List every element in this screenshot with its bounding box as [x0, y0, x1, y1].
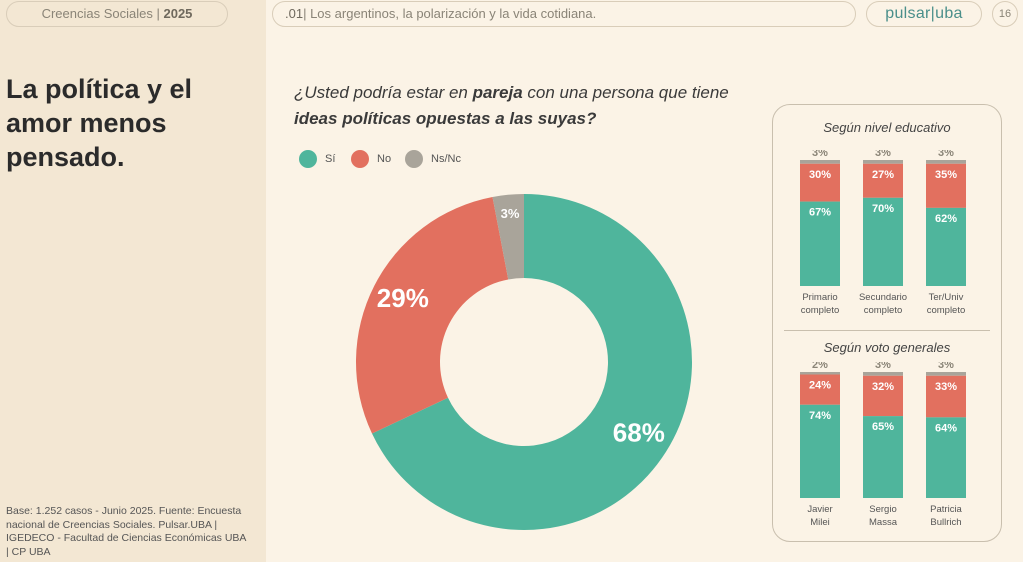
education-category-label: completo	[801, 305, 840, 316]
education-bar-nsnc	[926, 160, 966, 164]
vote-category-label: Javier	[807, 504, 832, 515]
legend-swatch-si	[299, 150, 317, 168]
question-part-1: ¿Usted podría estar en	[294, 83, 473, 102]
vote-bar-nsnc	[926, 372, 966, 376]
page-number: 16	[992, 1, 1018, 27]
vote-category-label: Bullrich	[930, 517, 961, 528]
vote-bar-no	[863, 375, 903, 417]
education-value-nsnc: 3%	[875, 150, 891, 159]
vote-chart-title: Según voto generales	[823, 340, 951, 355]
education-bar-si	[863, 197, 903, 286]
donut-label-nsnc: 3%	[501, 206, 520, 221]
vote-category-label: Sergio	[869, 504, 896, 515]
legend-swatch-nsnc	[405, 150, 423, 168]
section-number: .01	[285, 6, 304, 21]
education-category-label: Secundario	[859, 292, 907, 303]
education-bar-nsnc	[800, 160, 840, 164]
vote-value-no: 33%	[935, 381, 957, 393]
left-panel	[0, 0, 266, 562]
card-divider	[784, 330, 990, 331]
education-bar-no	[926, 163, 966, 208]
education-chart-title: Según nivel educativo	[823, 120, 951, 135]
question-bold-2: ideas políticas opuestas a las suyas?	[294, 109, 597, 128]
vote-bar-no	[800, 374, 840, 405]
education-value-no: 30%	[809, 169, 831, 181]
section-breadcrumb: .01| Los argentinos, la polarización y l…	[272, 1, 856, 27]
page-title: La política y el amor menos pensado.	[6, 74, 193, 172]
section-title: Los argentinos, la polarización y la vid…	[310, 6, 597, 21]
vote-value-nsnc: 3%	[875, 362, 891, 371]
vote-bar-si	[863, 416, 903, 498]
education-value-no: 35%	[935, 169, 957, 181]
donut-chart: 68% 29% 3%	[356, 194, 692, 530]
donut-slice-nsnc	[492, 194, 524, 280]
vote-bar-no	[926, 375, 966, 418]
education-category-label: completo	[864, 305, 903, 316]
education-stacked-bars: 3% 30% 67% Primario completo 3% 27% 70% Secundar…	[800, 150, 966, 316]
vote-value-no: 24%	[809, 380, 831, 392]
donut-slice-si	[371, 194, 692, 530]
education-value-no: 27%	[872, 169, 894, 181]
vote-stacked-bars: 2% 24% 74% Javier Milei 3% 32% 65% Sergio Massa 3%…	[800, 362, 966, 528]
vote-value-si: 65%	[872, 421, 894, 433]
vote-value-si: 64%	[935, 422, 957, 434]
vote-value-nsnc: 3%	[938, 362, 954, 371]
education-bar-no	[863, 163, 903, 198]
donut-slice-no	[356, 196, 509, 434]
source-footnote: Base: 1.252 casos - Junio 2025. Fuente: …	[6, 505, 246, 558]
vote-category-label: Massa	[869, 517, 898, 528]
legend-label-nsnc: Ns/Nc	[431, 153, 461, 165]
legend-label-si: Sí	[325, 153, 336, 165]
education-bar-nsnc	[863, 160, 903, 164]
education-value-nsnc: 3%	[938, 150, 954, 159]
pulsar-uba-logo: pulsar|uba	[866, 1, 982, 27]
vote-value-no: 32%	[872, 381, 894, 393]
chart-question: ¿Usted podría estar en pareja con una pe…	[294, 80, 754, 132]
vote-bar-nsnc	[863, 372, 903, 376]
education-value-si: 67%	[809, 207, 831, 219]
question-part-2: con una persona que tiene	[522, 83, 729, 102]
question-bold-1: pareja	[472, 83, 523, 102]
report-year: 2025	[163, 6, 193, 21]
breakdown-card	[772, 104, 1002, 542]
education-category-label: Ter/Univ	[929, 292, 964, 303]
education-category-label: Primario	[802, 292, 837, 303]
vote-category-label: Patricia	[930, 504, 962, 515]
legend-label-no: No	[377, 153, 392, 165]
education-value-nsnc: 3%	[812, 150, 828, 159]
vote-bar-si	[926, 417, 966, 498]
education-category-label: completo	[927, 305, 966, 316]
donut-label-no: 29%	[377, 283, 429, 313]
vote-value-si: 74%	[809, 410, 831, 422]
legend-swatch-no	[351, 150, 369, 168]
education-bar-no	[800, 163, 840, 202]
education-bar-si	[926, 207, 966, 286]
report-tag: Creencias Sociales | 2025	[6, 1, 228, 27]
vote-category-label: Milei	[810, 517, 830, 528]
education-bar-si	[800, 201, 840, 286]
vote-bar-nsnc	[800, 372, 840, 375]
education-value-si: 70%	[872, 203, 894, 215]
report-tag-label: Creencias Sociales	[41, 6, 153, 21]
donut-label-si: 68%	[613, 418, 665, 448]
vote-bar-si	[800, 404, 840, 498]
vote-value-nsnc: 2%	[812, 362, 828, 371]
education-value-si: 62%	[935, 213, 957, 225]
